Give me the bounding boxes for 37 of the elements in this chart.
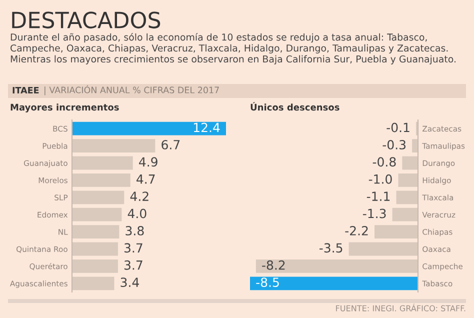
bar bbox=[72, 242, 118, 256]
data-label: -1.0 bbox=[368, 174, 392, 184]
chart-title: Mayores incrementos bbox=[10, 104, 119, 112]
data-label: -3.5 bbox=[319, 243, 342, 253]
bar bbox=[72, 276, 114, 290]
data-label: 4.9 bbox=[139, 157, 158, 167]
data-label: 3.7 bbox=[124, 260, 142, 270]
source-note: FUENTE: INEGI. GRÁFICO: STAFF. bbox=[336, 304, 466, 312]
bar bbox=[72, 122, 226, 136]
bar bbox=[72, 225, 120, 239]
bar bbox=[72, 139, 156, 153]
bar bbox=[72, 259, 118, 273]
data-label: 3.7 bbox=[124, 243, 142, 253]
data-label: -2.2 bbox=[345, 226, 368, 236]
text: | VARIACIÓN ANUAL % CIFRAS DEL 2017 bbox=[44, 85, 219, 96]
data-label: -8.5 bbox=[256, 278, 279, 288]
text: DESTACADOS bbox=[12, 12, 160, 28]
bar bbox=[72, 190, 124, 204]
data-label: -8.2 bbox=[262, 260, 285, 270]
bar bbox=[72, 156, 133, 170]
data-label: -0.3 bbox=[382, 140, 406, 150]
data-label: -1.3 bbox=[362, 208, 386, 218]
data-label: 4.0 bbox=[128, 208, 146, 218]
text: Durante el año pasado, sólo la economía de 10 estados se redujo a tasa anual: Tabasco, Campeche, Oaxaca, Chiapas, Veracruz, Tlaxcala, Hidalgo, Durango, Tamaulipas y Zacatecas. Mientras los mayores crecimientos se observaron en Baja California Sur, Puebla y Guanajuato. bbox=[10, 33, 456, 64]
bar bbox=[72, 208, 122, 222]
data-label: -1.1 bbox=[366, 192, 390, 201]
data-label: 6.7 bbox=[162, 140, 180, 150]
data-label: 3.4 bbox=[120, 278, 139, 288]
data-label: -0.8 bbox=[372, 157, 396, 167]
data-label: 4.7 bbox=[136, 174, 155, 184]
data-label: 3.8 bbox=[126, 226, 144, 236]
chart-title: Únicos descensos bbox=[250, 102, 340, 111]
data-label: 12.4 bbox=[194, 122, 220, 132]
text: ITAEE bbox=[12, 87, 39, 94]
data-label: -0.1 bbox=[386, 122, 410, 132]
bar bbox=[72, 173, 130, 187]
data-label: 4.2 bbox=[130, 192, 148, 201]
